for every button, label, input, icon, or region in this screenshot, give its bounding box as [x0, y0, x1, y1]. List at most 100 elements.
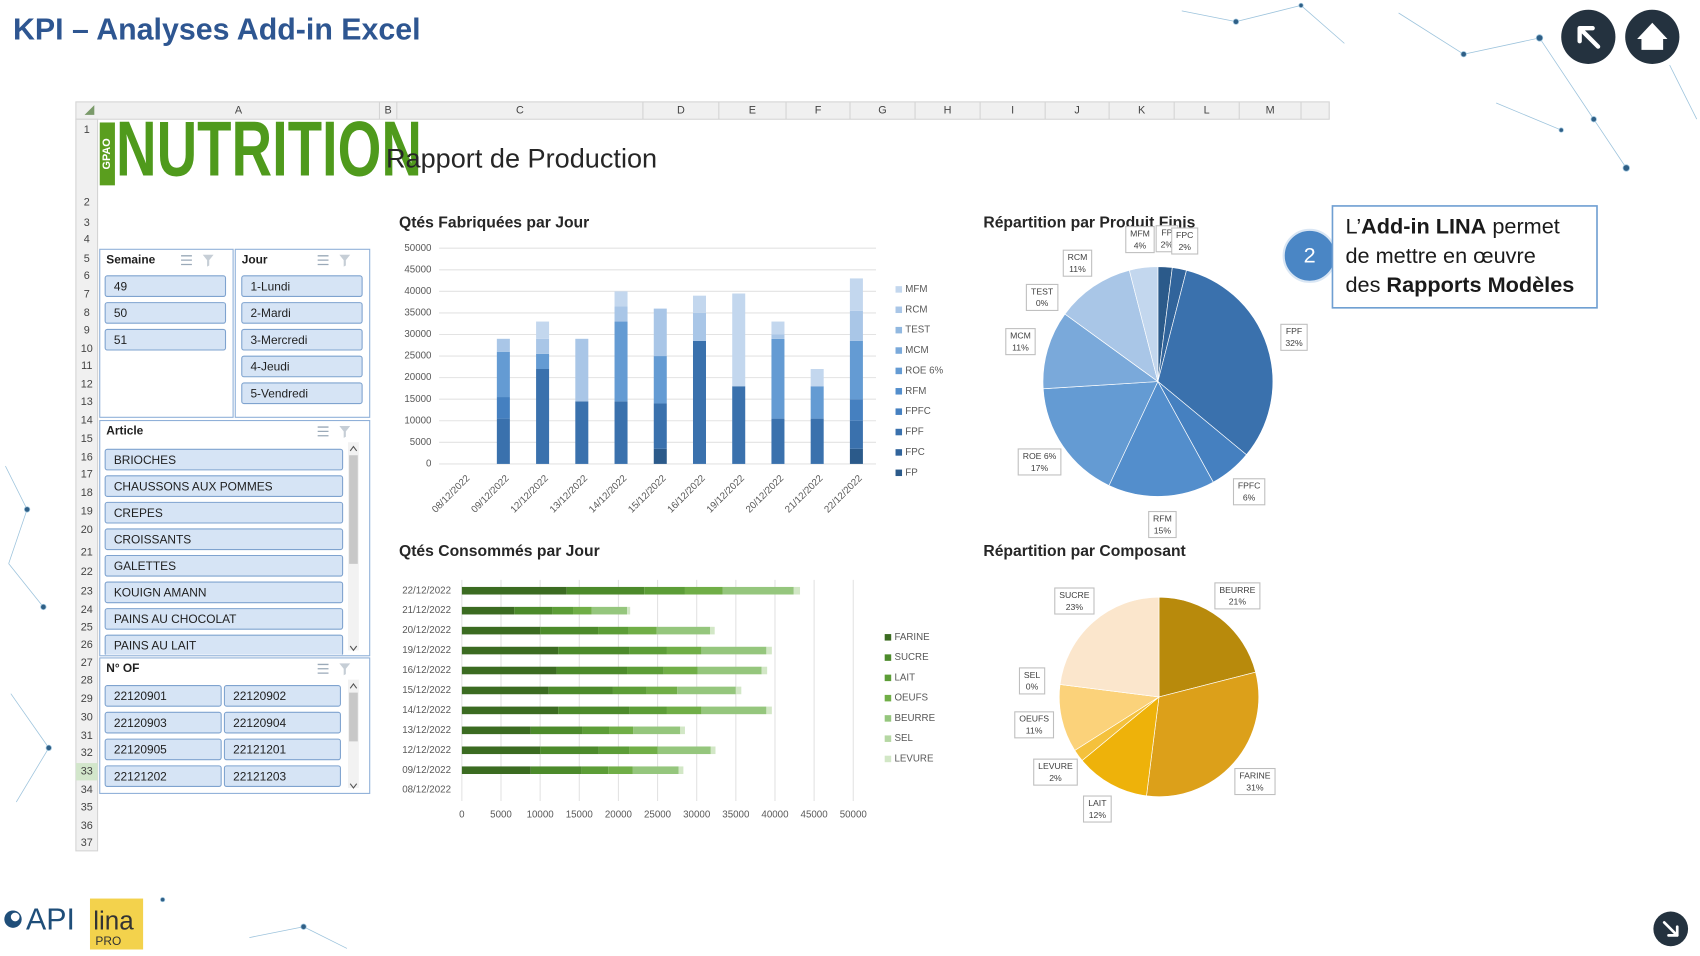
slicer-item-label[interactable]: 22121203: [233, 769, 286, 783]
bar-segment: [653, 356, 667, 404]
multi-select-icon[interactable]: [317, 426, 329, 437]
row-label: 28: [81, 675, 93, 687]
bar-segment: [677, 686, 736, 695]
slicer-item[interactable]: [104, 581, 344, 604]
bar-segment: [684, 586, 723, 595]
slicer-item-label[interactable]: CREPES: [114, 506, 163, 520]
slicer-item-label[interactable]: 1-Lundi: [250, 279, 290, 293]
slicer-item[interactable]: [241, 302, 363, 324]
slicer-item[interactable]: [223, 738, 341, 761]
home-button[interactable]: [1625, 9, 1680, 64]
slicer-item[interactable]: [241, 328, 363, 351]
step-number: 2: [1304, 243, 1316, 268]
bar-segment: [496, 351, 510, 398]
clear-filter-icon[interactable]: [339, 425, 351, 438]
chart-title: Qtés Fabriquées par Jour: [399, 214, 589, 231]
scroll-down[interactable]: [349, 783, 358, 789]
slicer-item-label[interactable]: CROISSANTS: [114, 532, 191, 546]
slicer-item[interactable]: [104, 328, 227, 351]
pie-slice: [1081, 696, 1160, 797]
legend-label: FPF: [905, 427, 923, 438]
slicer-item-label[interactable]: BRIOCHES: [114, 453, 176, 467]
slicer-item-label[interactable]: 2-Mardi: [250, 306, 290, 320]
scrollbar-thumb[interactable]: [349, 455, 358, 564]
legend-label: OEUFS: [894, 693, 928, 704]
pie-label-name: ROE 6%: [1023, 451, 1057, 461]
multi-select-icon[interactable]: [317, 663, 329, 674]
back-button[interactable]: [1561, 9, 1616, 64]
brand-icon: [10, 912, 20, 922]
bar-segment: [496, 397, 510, 419]
column-header-bar: [75, 101, 1330, 120]
slicer-item[interactable]: [104, 554, 344, 577]
slicer-item-label[interactable]: 4-Jeudi: [250, 360, 289, 374]
callout-line: L’Add-in LINA permet: [1345, 213, 1559, 238]
row-label: 29: [81, 693, 93, 705]
bar-segment: [666, 646, 702, 655]
slicer-item-label[interactable]: 22121201: [233, 743, 286, 757]
scroll-down[interactable]: [349, 645, 358, 652]
slicer-item-label[interactable]: 22120903: [114, 716, 167, 730]
row-label: 17: [81, 469, 93, 481]
slicer-item[interactable]: [104, 634, 344, 656]
multi-select-icon[interactable]: [181, 255, 192, 266]
slicer-item-label[interactable]: CHAUSSONS AUX POMMES: [114, 479, 273, 493]
pie-label-name: BEURRE: [1219, 585, 1255, 595]
clear-filter-icon[interactable]: [339, 254, 351, 267]
slicer-item-label[interactable]: 51: [114, 333, 128, 347]
slicer-item[interactable]: [241, 275, 363, 297]
y-tick-label: 45000: [404, 264, 432, 275]
bar-segment: [556, 666, 628, 675]
bar-segment: [548, 686, 613, 695]
scroll-up[interactable]: [349, 683, 358, 689]
legend-swatch: [895, 408, 903, 415]
slicer-item-label[interactable]: 22120905: [114, 743, 167, 757]
clear-filter-icon[interactable]: [339, 663, 351, 676]
slicer-item-label[interactable]: 49: [114, 279, 128, 293]
multi-select-icon[interactable]: [317, 255, 329, 266]
slicer-item-label[interactable]: 5-Vendredi: [250, 386, 308, 400]
slicer-item-label[interactable]: 22120904: [233, 716, 286, 730]
pie-label: LEVURE 2%: [1033, 758, 1078, 786]
x-tick-label: 15000: [566, 810, 594, 821]
column-label: C: [516, 104, 524, 116]
slicer-item[interactable]: [223, 711, 341, 734]
row-label: 8: [84, 307, 90, 319]
slicer-item[interactable]: [104, 501, 344, 524]
x-tick-label: 22/12/2022: [822, 473, 864, 515]
slicer-item-label[interactable]: KOUIGN AMANN: [114, 586, 207, 600]
slicer-item-label[interactable]: GALETTES: [114, 559, 176, 573]
slicer-item[interactable]: [104, 711, 222, 734]
scroll-up[interactable]: [349, 445, 358, 452]
slicer-item[interactable]: [104, 275, 227, 297]
clear-filter-icon[interactable]: [202, 254, 214, 267]
slicer-item-label[interactable]: 3-Mercredi: [250, 333, 307, 347]
sheet-headers: A B C D E F G H I J K L M123456789101112131415161718…: [75, 101, 1302, 849]
slicer-item[interactable]: [104, 738, 222, 761]
slicer-item-label[interactable]: 22121202: [114, 769, 167, 783]
slicer-item-label[interactable]: PAINS AU CHOCOLAT: [114, 612, 237, 626]
pie-label-name: FP: [1161, 228, 1172, 238]
slicers: Semaine 49 50 51 Jour 1-Lundi 2-Mardi 3-Mercred…: [99, 248, 371, 794]
slicer-item[interactable]: [241, 355, 363, 378]
slicer-item[interactable]: [104, 475, 344, 497]
callout-text: L’: [1345, 213, 1361, 238]
slicer-item-label[interactable]: PAINS AU LAIT: [114, 639, 197, 653]
x-tick-label: 20/12/2022: [744, 473, 786, 515]
pie-label-box: [1234, 767, 1276, 796]
slicer-item-label[interactable]: 22120901: [114, 689, 167, 703]
slicer-item[interactable]: [104, 302, 227, 324]
slicer-item[interactable]: [104, 448, 344, 471]
slicer-item[interactable]: [223, 765, 341, 788]
next-button[interactable]: [1653, 911, 1689, 947]
slicer-item[interactable]: [104, 528, 344, 551]
scrollbar-thumb[interactable]: [349, 692, 358, 742]
slicer-item[interactable]: [104, 765, 222, 788]
slicer-item[interactable]: [104, 608, 344, 630]
slicer-item[interactable]: [104, 685, 222, 707]
slicer-item-label[interactable]: 22120902: [233, 689, 286, 703]
report-title: Rapport de Production: [386, 143, 657, 174]
slicer-item[interactable]: [241, 382, 363, 405]
slicer-item-label[interactable]: 50: [114, 306, 128, 320]
slicer-item[interactable]: [223, 685, 341, 707]
